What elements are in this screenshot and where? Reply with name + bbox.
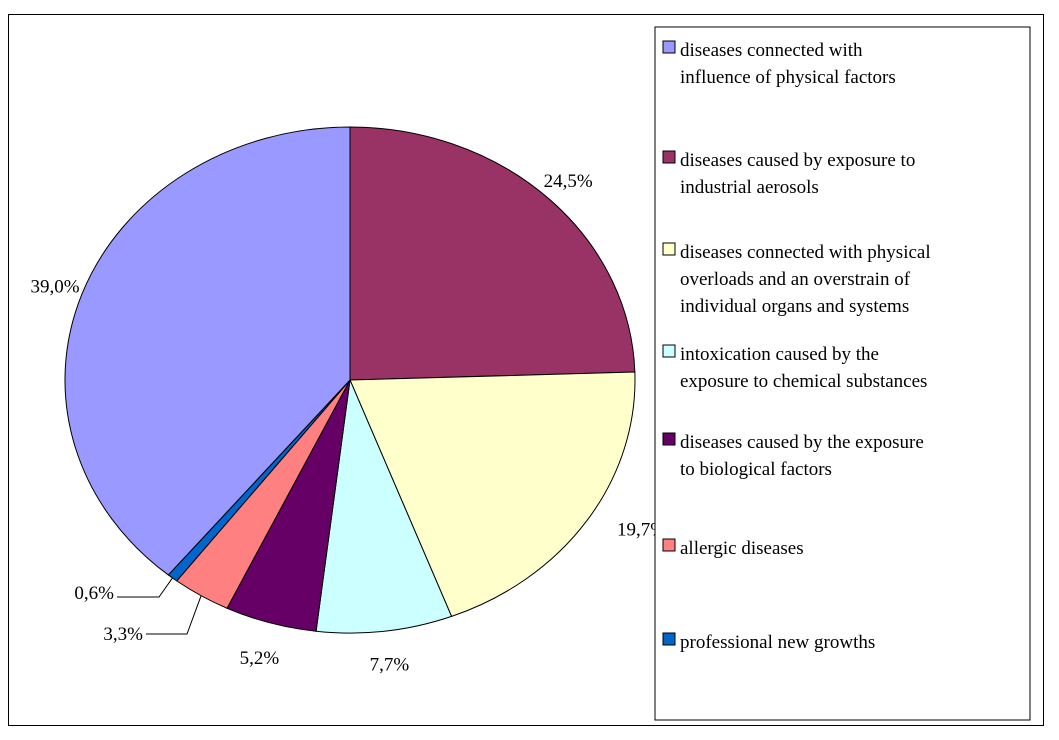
leader-lines — [117, 577, 202, 635]
legend-label: diseases connected with — [680, 40, 863, 61]
data-labels: 24,5% 19,7% 7,7% 5,2% 3,3% 0,6% 39,0% — [30, 171, 666, 676]
slice-label: 7,7% — [370, 655, 410, 676]
slice-label: 0,6% — [74, 583, 114, 604]
pie-slice — [64, 126, 351, 576]
legend-swatch — [662, 538, 676, 552]
slice-label: 19,7% — [617, 520, 666, 541]
pie-slice — [315, 378, 453, 634]
legend-label: overloads and an overstrain of — [680, 269, 911, 290]
legend-swatch — [662, 432, 676, 446]
slice-label: 5,2% — [240, 648, 280, 669]
chart-frame — [8, 14, 1044, 726]
legend-swatch — [662, 344, 676, 358]
legend-label: individual organs and systems — [680, 296, 909, 317]
legend-label: diseases connected with physical — [680, 242, 931, 263]
legend: diseases connected with influence of phys… — [654, 26, 1031, 721]
legend-label: intoxication caused by the — [680, 344, 879, 365]
legend-swatch — [662, 632, 676, 646]
legend-swatch — [662, 40, 676, 54]
pie-slices — [64, 126, 636, 634]
slice-label: 3,3% — [103, 624, 143, 645]
slice-label: 39,0% — [30, 277, 79, 298]
legend-label: diseases caused by the exposure — [680, 432, 924, 453]
slice-label: 24,5% — [544, 171, 593, 192]
legend-label: allergic diseases — [680, 538, 804, 559]
leader-line — [146, 595, 202, 635]
legend-label: exposure to chemical substances — [680, 371, 927, 392]
leader-line — [117, 577, 173, 598]
legend-label: industrial aerosols — [680, 177, 819, 198]
pie-slice — [349, 126, 636, 381]
legend-label: influence of physical factors — [680, 67, 896, 88]
pie-slice — [349, 371, 636, 618]
legend-box — [654, 26, 1031, 721]
legend-swatch — [662, 242, 676, 256]
legend-label: professional new growths — [680, 632, 875, 653]
legend-label: diseases caused by exposure to — [680, 150, 915, 171]
legend-swatch — [662, 150, 676, 164]
legend-label: to biological factors — [680, 459, 832, 480]
